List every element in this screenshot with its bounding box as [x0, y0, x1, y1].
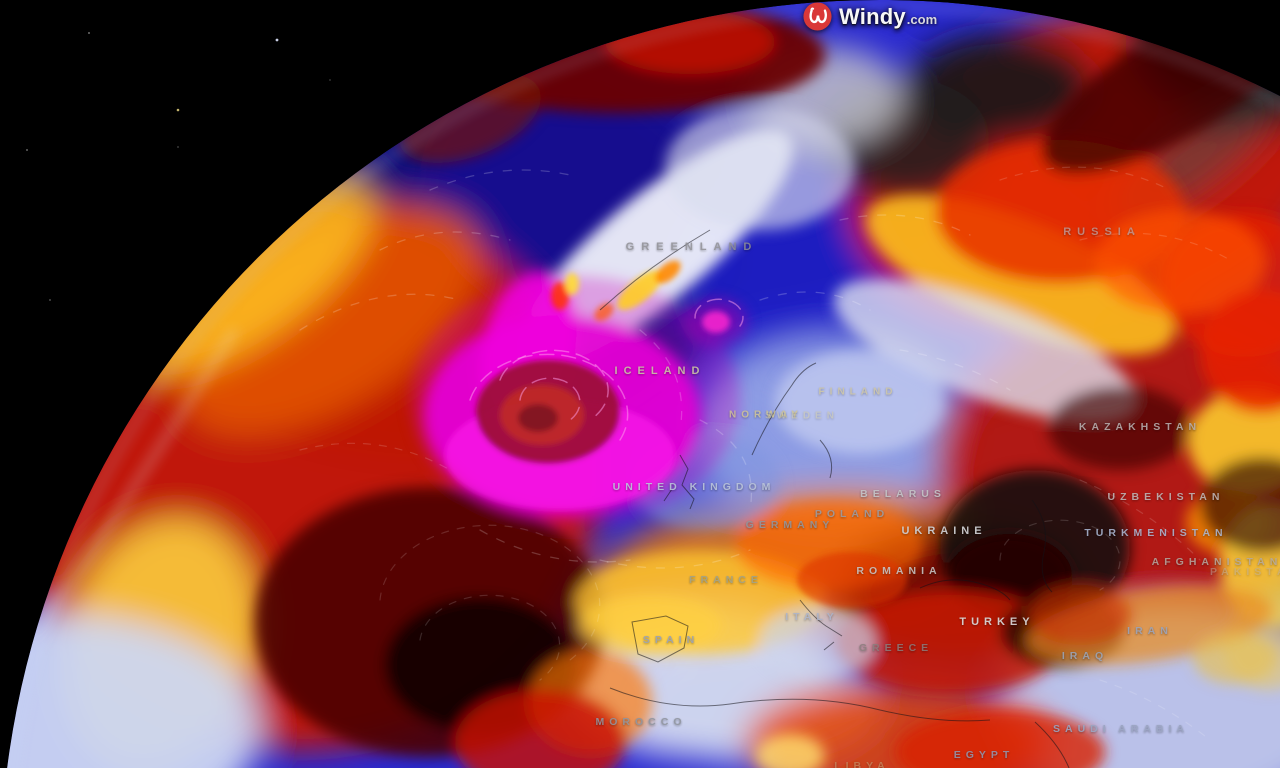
stars: [26, 32, 331, 301]
wind-swirl-icon: [803, 2, 832, 31]
wind-streaks-layer: [299, 166, 1231, 741]
coastlines-layer: [599, 229, 1070, 768]
windy-logo[interactable]: Windy .com: [803, 2, 937, 31]
logo-tld-text: .com: [906, 11, 938, 27]
logo-brand-text: Windy: [839, 3, 906, 29]
globe-limb-glow: [3, 3, 1280, 768]
